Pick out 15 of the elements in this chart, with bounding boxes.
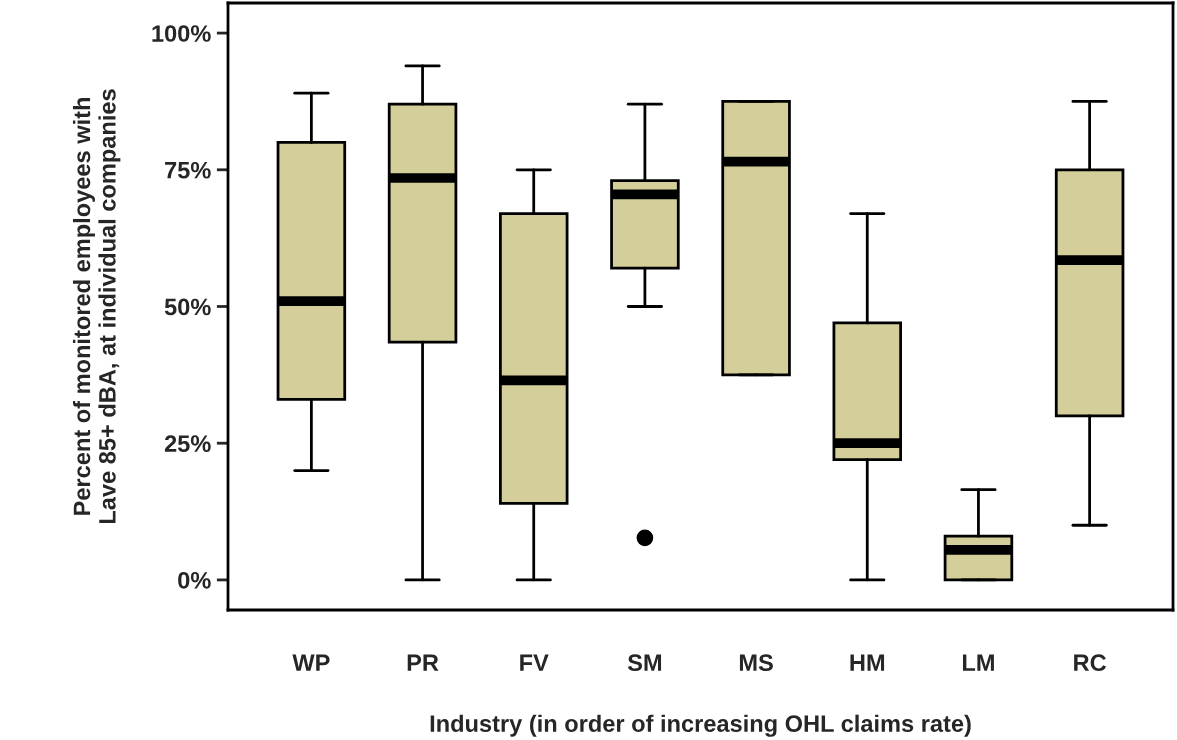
y-tick-label: 75% (165, 161, 211, 179)
x-tick-label: FV (520, 654, 549, 671)
x-tick-label: LM (962, 654, 994, 671)
y-tick-label: 0% (178, 571, 211, 589)
x-tick-label: SM (627, 654, 662, 672)
x-tick-label: WP (292, 654, 330, 671)
y-tick-label: 25% (164, 435, 211, 452)
y-tick-label: 100% (152, 25, 211, 42)
x-tick-label: HM (850, 654, 885, 671)
x-tick-label: PR (407, 654, 439, 671)
x-tick-label: RC (1074, 654, 1107, 672)
x-tick-label: MS (739, 654, 773, 672)
x-axis-title: Industry (in order of increasing OHL claims rate) (430, 714, 971, 737)
y-tick-label: 50% (164, 298, 211, 316)
y-axis-title: Percent of monitored employees with Lave 85+ dBA, at individual companies (72, 89, 121, 524)
